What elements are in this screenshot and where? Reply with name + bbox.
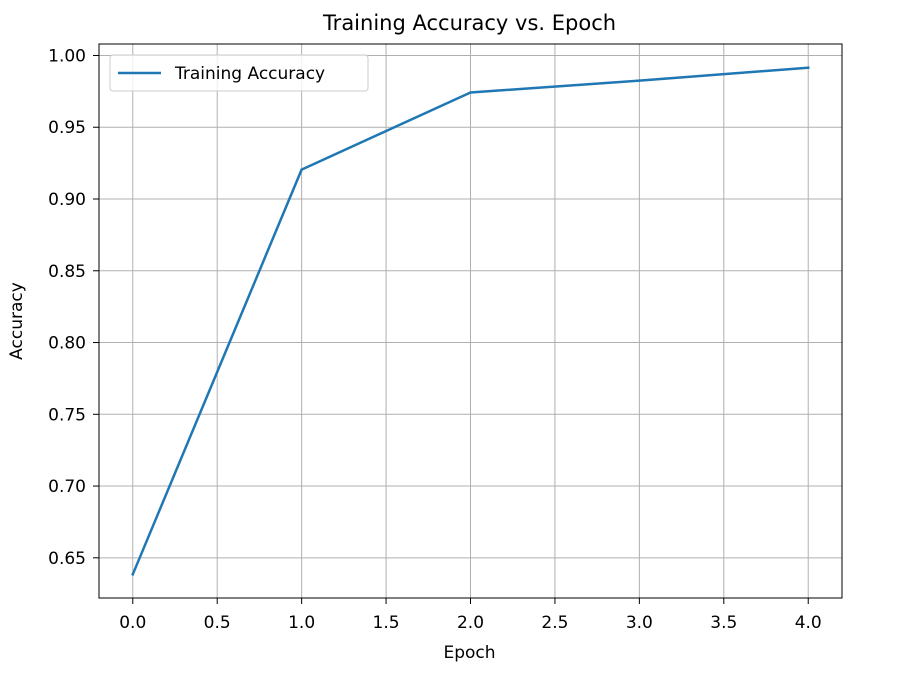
data-point — [469, 91, 472, 94]
x-tick-label: 3.0 — [626, 613, 653, 633]
data-point — [638, 79, 641, 82]
y-tick-label: 0.80 — [48, 334, 86, 354]
x-tick-label: 2.0 — [457, 613, 484, 633]
plot-frame — [98, 43, 843, 599]
x-tick-label: 0.5 — [204, 613, 231, 633]
x-axis-label: Epoch — [443, 643, 495, 663]
y-tick-label: 0.65 — [48, 549, 86, 569]
series-group — [131, 66, 810, 576]
y-tick-label: 0.70 — [48, 477, 86, 497]
data-point — [300, 168, 303, 171]
y-tick-label: 1.00 — [48, 46, 86, 66]
y-tick-label: 0.95 — [48, 118, 86, 138]
data-point — [807, 66, 810, 69]
chart-title: Training Accuracy vs. Epoch — [322, 11, 616, 35]
y-tick-label: 0.85 — [48, 262, 86, 282]
x-tick-label: 0.0 — [119, 613, 146, 633]
x-tick-label: 3.5 — [710, 613, 737, 633]
y-axis-label: Accuracy — [7, 282, 27, 360]
x-tick-label: 4.0 — [795, 613, 822, 633]
y-tick-label: 0.90 — [48, 190, 86, 210]
y-axis-ticks: 0.65 0.70 0.75 0.80 0.85 0.90 0.95 1.00 — [48, 46, 99, 569]
grid — [99, 44, 842, 598]
x-tick-label: 1.0 — [288, 613, 315, 633]
x-axis-ticks: 0.0 0.5 1.0 1.5 2.0 2.5 3.0 3.5 4.0 — [119, 598, 822, 633]
legend-box — [109, 54, 369, 92]
y-tick-label: 0.75 — [48, 405, 86, 425]
x-tick-label: 2.5 — [541, 613, 568, 633]
data-point — [131, 573, 134, 576]
legend: Training Accuracy — [109, 54, 369, 92]
legend-label: Training Accuracy — [174, 64, 325, 84]
x-tick-label: 1.5 — [373, 613, 400, 633]
